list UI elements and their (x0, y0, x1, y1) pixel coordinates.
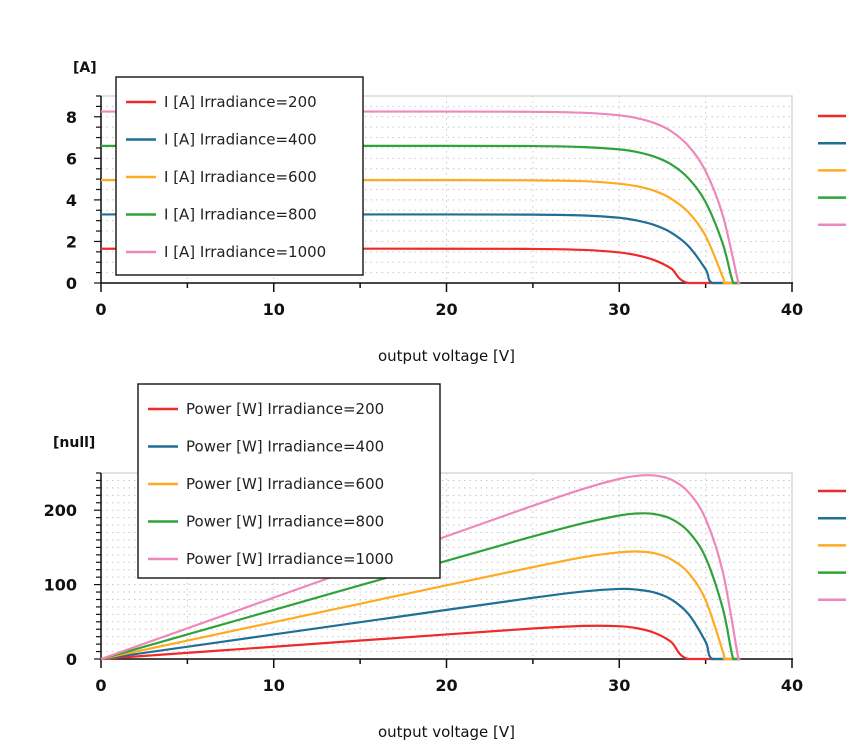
chart-1: 0 2 4 6 8 0 10 20 30 40 [A] output voltage [V] I [A]… (66, 60, 846, 365)
y-tick-label: 6 (66, 149, 77, 168)
y-tick-label: 0 (66, 650, 77, 669)
x-tick-label: 0 (95, 300, 106, 319)
legend-label: I [A] Irradiance=1000 (164, 243, 326, 261)
y-tick-label: 8 (66, 108, 77, 127)
x-tick-label: 40 (781, 676, 803, 695)
x-tick-label: 30 (608, 676, 630, 695)
legend-label: Power [W] Irradiance=200 (186, 400, 384, 418)
x-tick-label: 10 (263, 676, 285, 695)
series-line-3 (100, 550, 741, 661)
y-tick-label: 100 (44, 576, 77, 595)
legend-label: I [A] Irradiance=400 (164, 131, 317, 149)
chart-2: 0 100 200 0 10 20 30 40 [null] output voltage [V]… (44, 383, 846, 741)
legend-label: Power [W] Irradiance=400 (186, 438, 384, 456)
legend-label: I [A] Irradiance=600 (164, 168, 317, 186)
y-tick-label: 2 (66, 232, 77, 251)
legend: I [A] Irradiance=200 I [A] Irradiance=400… (115, 76, 364, 276)
y-tick-label: 200 (44, 501, 77, 520)
y-axis-label: [null] (53, 435, 95, 451)
series-line-2 (100, 587, 741, 661)
x-tick-label: 20 (435, 676, 457, 695)
x-tick-label: 20 (435, 300, 457, 319)
x-tick-label: 40 (781, 300, 803, 319)
y-tick-label: 4 (66, 191, 77, 210)
legend: Power [W] Irradiance=200 Power [W] Irradi… (137, 383, 441, 579)
y-axis-label: [A] (73, 60, 97, 76)
legend-label: Power [W] Irradiance=600 (186, 475, 384, 493)
legend-label: I [A] Irradiance=200 (164, 93, 317, 111)
x-axis-label: output voltage [V] (378, 723, 515, 741)
x-tick-label: 30 (608, 300, 630, 319)
legend-label: I [A] Irradiance=800 (164, 206, 317, 224)
legend-label: Power [W] Irradiance=1000 (186, 550, 394, 568)
series-line-1 (100, 624, 741, 661)
legend-label: Power [W] Irradiance=800 (186, 513, 384, 531)
y-tick-label: 0 (66, 274, 77, 293)
legend-box (137, 383, 441, 579)
x-tick-label: 10 (263, 300, 285, 319)
x-tick-label: 0 (95, 676, 106, 695)
legend-box (115, 76, 364, 276)
series-line-4 (100, 512, 741, 661)
x-axis-label: output voltage [V] (378, 347, 515, 365)
